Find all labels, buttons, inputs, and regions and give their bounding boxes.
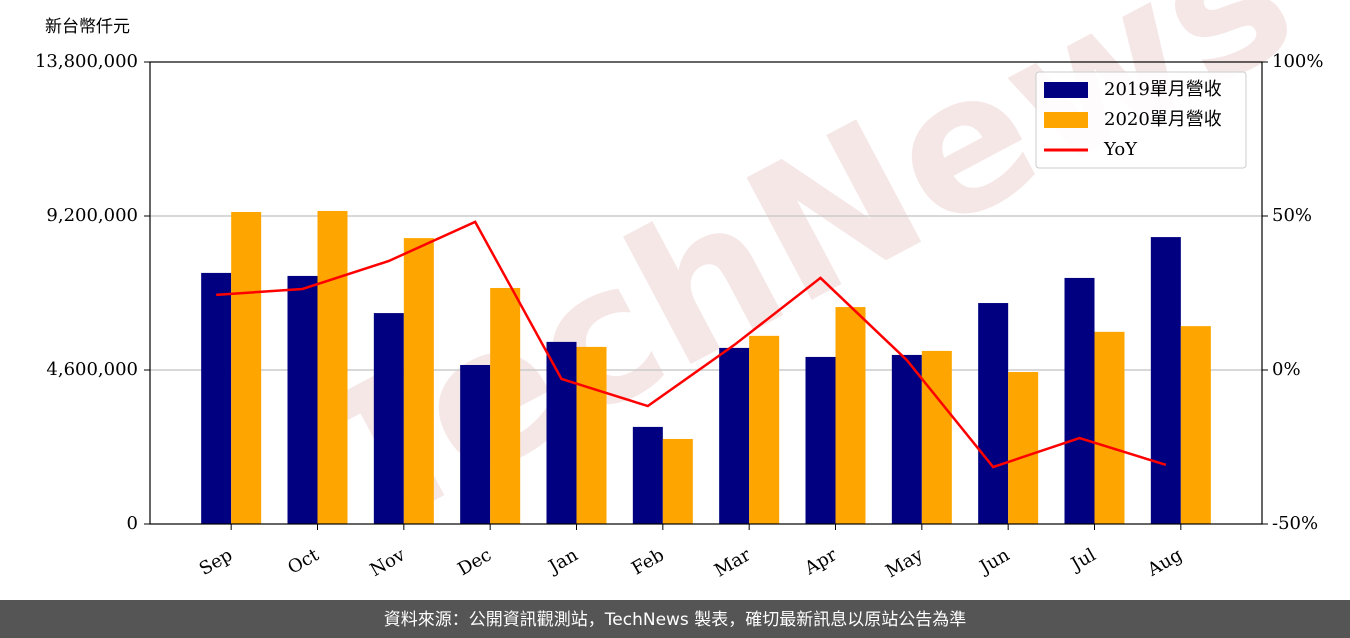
y-tick-label: 13,800,000 (35, 51, 138, 72)
y-tick-label: 0 (127, 513, 138, 534)
bar (1094, 331, 1125, 524)
x-tick-label: Oct (284, 544, 323, 579)
x-tick-label: May (882, 544, 927, 582)
bar (662, 438, 693, 524)
bar (403, 238, 434, 525)
bar (805, 356, 836, 524)
bar (201, 272, 232, 524)
bar (632, 426, 663, 524)
x-tick-label: Jan (544, 544, 582, 578)
footer-bar (0, 600, 1350, 638)
x-tick-label: Jul (1066, 544, 1100, 576)
y2-tick-label: -50% (1272, 513, 1318, 534)
legend-label: YoY (1103, 139, 1138, 160)
bar (921, 350, 952, 524)
legend-box (1035, 71, 1247, 169)
bar (891, 354, 922, 524)
legend-label: 2020單月營收 (1104, 109, 1222, 130)
x-tick-label: Apr (800, 544, 840, 579)
bar (287, 275, 318, 524)
x-tick-label: Aug (1143, 544, 1186, 581)
footer: 資料來源：公開資訊觀測站，TechNews 製表，確切最新訊息以原站公告為準 (384, 610, 966, 630)
bar (1008, 372, 1039, 524)
bar (373, 313, 404, 524)
legend-swatch (1044, 82, 1088, 98)
legend-label: 2019單月營收 (1104, 79, 1222, 100)
bar (546, 341, 577, 524)
bar (1150, 237, 1181, 524)
x-tick-label: Sep (196, 544, 236, 579)
y2-tick-label: 100% (1272, 51, 1323, 72)
y-tick-label: 4,600,000 (46, 359, 138, 380)
x-tick-label: Jun (975, 544, 1014, 579)
line (216, 220, 1167, 469)
y2-tick-label: 50% (1272, 205, 1312, 226)
x-tick-label: Dec (454, 544, 495, 580)
legend-swatch (1044, 112, 1088, 128)
bar (231, 211, 262, 524)
y2-tick-label: 0% (1272, 359, 1301, 380)
y-tick-label: 9,200,000 (46, 205, 138, 226)
x-tick-label: Feb (628, 544, 668, 579)
bar (1180, 326, 1211, 524)
bar (719, 347, 750, 524)
bar (460, 364, 491, 524)
bar (835, 307, 866, 524)
bar (978, 303, 1009, 524)
x-tick-label: Mar (711, 544, 755, 581)
bar (576, 346, 607, 524)
bar (317, 210, 348, 524)
plot-frame (149, 61, 1263, 525)
bar (490, 287, 521, 524)
bar (1064, 277, 1095, 524)
y-axis-label: 新台幣仟元 (45, 17, 130, 37)
bar (749, 335, 780, 524)
